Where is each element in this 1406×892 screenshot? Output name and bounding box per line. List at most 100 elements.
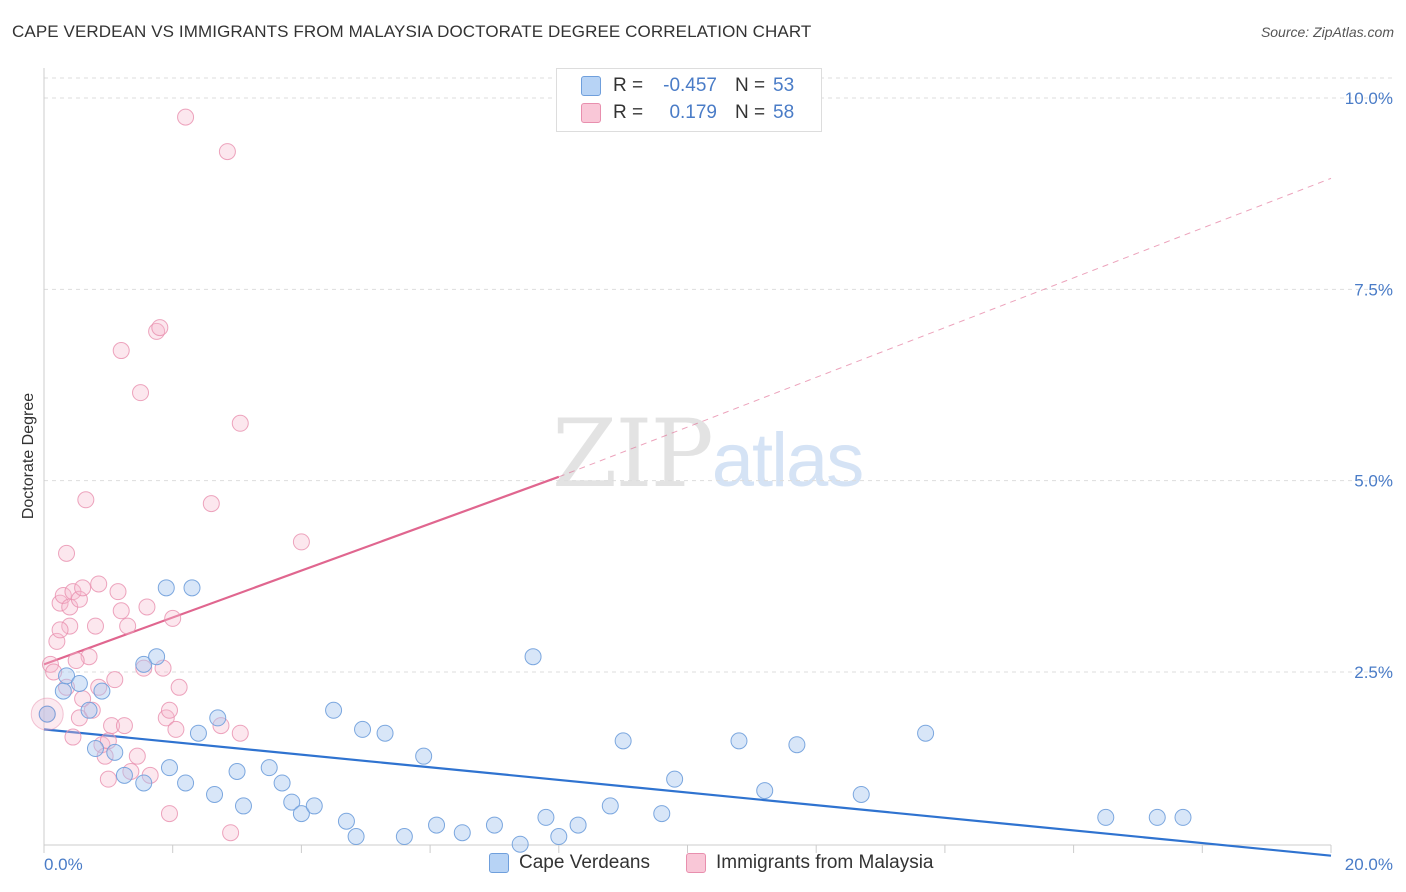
data-point-cape-verdean: [273, 774, 291, 792]
chart-title: CAPE VERDEAN VS IMMIGRANTS FROM MALAYSIA…: [12, 22, 812, 41]
legend-r-value: 0.179: [669, 102, 717, 123]
data-point-cape-verdean: [756, 782, 774, 800]
data-point-malaysia: [45, 663, 63, 681]
legend-row-cape-verdean: R = -0.457 N = 53: [557, 73, 794, 99]
data-point-cape-verdean: [115, 766, 133, 784]
data-point-cape-verdean: [453, 824, 471, 842]
data-point-malaysia: [132, 384, 150, 402]
data-point-malaysia: [170, 678, 188, 696]
legend-item-cape-verdeans[interactable]: Cape Verdeans: [489, 852, 650, 874]
data-point-cape-verdean: [38, 705, 56, 723]
data-point-cape-verdean: [148, 648, 166, 666]
x-tick-label: 20.0%: [1345, 855, 1393, 874]
series-cape-verdean-points: [38, 579, 1192, 853]
watermark: ZIPatlas: [552, 400, 865, 509]
data-point-cape-verdean: [209, 709, 227, 727]
data-point-malaysia: [119, 617, 137, 635]
legend-item-malaysia[interactable]: Immigrants from Malaysia: [686, 852, 934, 874]
series-malaysia-points: [30, 108, 310, 842]
watermark-atlas: atlas: [711, 418, 865, 503]
data-point-cape-verdean: [305, 797, 323, 815]
data-point-cluster: [30, 697, 64, 731]
data-point-cape-verdean: [917, 724, 935, 742]
data-point-cape-verdean: [177, 774, 195, 792]
data-point-cape-verdean: [666, 770, 684, 788]
legend-n-value: 53: [773, 75, 795, 96]
data-point-cape-verdean: [80, 701, 98, 719]
series-legend: Cape Verdeans Immigrants from Malaysia: [0, 852, 1406, 876]
data-point-malaysia: [202, 495, 220, 513]
y-tick-label: 10.0%: [1345, 89, 1393, 108]
data-point-cape-verdean: [337, 812, 355, 830]
data-point-cape-verdean: [283, 793, 301, 811]
tick-labels: 2.5% 5.0% 7.5% 10.0% 0.0% 20.0%: [44, 89, 1393, 874]
data-point-malaysia: [231, 414, 249, 432]
data-point-malaysia: [106, 671, 124, 689]
data-point-malaysia: [74, 579, 92, 597]
data-point-cape-verdean: [601, 797, 619, 815]
trend-lines: [43, 177, 1332, 857]
legend-r-value: -0.457: [663, 75, 717, 96]
data-point-cape-verdean: [511, 835, 529, 853]
data-point-cape-verdean: [93, 682, 111, 700]
y-axis-title: Doctorate Degree: [20, 393, 37, 519]
data-point-malaysia: [115, 717, 133, 735]
data-point-cape-verdean: [86, 740, 104, 758]
data-point-malaysia: [292, 533, 310, 551]
axes: [43, 68, 1332, 853]
data-point-malaysia: [218, 143, 236, 161]
x-tick-label: 0.0%: [44, 855, 83, 874]
data-point-cape-verdean: [614, 732, 632, 750]
legend-row-malaysia: R = 0.179 N = 58: [557, 100, 794, 126]
legend-swatch-blue: [489, 853, 509, 873]
data-point-malaysia: [164, 609, 182, 627]
data-point-malaysia: [177, 108, 195, 126]
data-point-cape-verdean: [260, 759, 278, 777]
data-point-malaysia: [67, 652, 85, 670]
data-point-malaysia: [58, 544, 76, 562]
data-point-malaysia: [61, 617, 79, 635]
data-point-cape-verdean: [550, 828, 568, 846]
legend-swatch-pink: [686, 853, 706, 873]
data-point-malaysia: [167, 720, 185, 738]
data-point-malaysia: [51, 621, 69, 639]
data-point-cape-verdean: [354, 720, 372, 738]
data-point-malaysia: [160, 701, 178, 719]
data-point-malaysia: [222, 824, 240, 842]
data-point-malaysia: [99, 770, 117, 788]
data-point-malaysia: [231, 724, 249, 742]
data-point-cape-verdean: [54, 682, 72, 700]
data-point-cape-verdean: [852, 785, 870, 803]
data-point-cape-verdean: [234, 797, 252, 815]
data-point-malaysia: [109, 583, 127, 601]
data-point-cape-verdean: [206, 785, 224, 803]
data-point-cape-verdean: [160, 759, 178, 777]
trend-line-malaysia-extension: [558, 177, 1332, 478]
data-point-cape-verdean: [788, 736, 806, 754]
data-point-cape-verdean: [325, 701, 343, 719]
data-point-malaysia: [128, 747, 146, 765]
data-point-malaysia: [151, 319, 169, 337]
y-tick-label: 5.0%: [1354, 472, 1393, 491]
data-point-malaysia: [80, 648, 98, 666]
data-point-cape-verdean: [183, 579, 201, 597]
data-point-malaysia: [64, 728, 82, 746]
data-point-cape-verdean: [569, 816, 587, 834]
data-point-cape-verdean: [70, 674, 88, 692]
data-point-malaysia: [90, 575, 108, 593]
data-point-cape-verdean: [135, 774, 153, 792]
data-point-cape-verdean: [135, 655, 153, 673]
data-point-cape-verdean: [524, 648, 542, 666]
data-point-cape-verdean: [415, 747, 433, 765]
data-point-cape-verdean: [730, 732, 748, 750]
data-point-cape-verdean: [58, 667, 76, 685]
legend-r-label: R =: [613, 102, 644, 123]
data-point-cape-verdean: [189, 724, 207, 742]
data-point-malaysia: [77, 491, 95, 509]
data-point-malaysia: [138, 598, 156, 616]
data-point-cape-verdean: [347, 828, 365, 846]
legend-n-label: N =: [735, 102, 766, 123]
data-point-cape-verdean: [1148, 808, 1166, 826]
legend-label-cape-verdeans: Cape Verdeans: [519, 852, 650, 873]
